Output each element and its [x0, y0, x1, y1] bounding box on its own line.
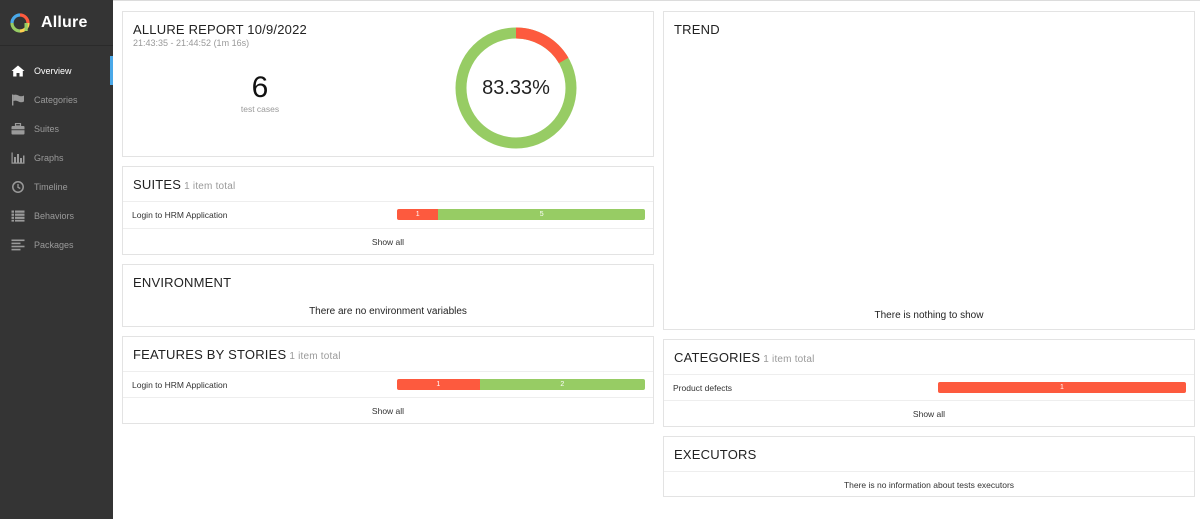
briefcase-icon [10, 122, 26, 136]
list-icon [10, 209, 26, 223]
executors-title: EXECUTORS [674, 447, 757, 462]
sidebar-item-label: Categories [34, 94, 78, 105]
sidebar: Allure Overview Categories Suites Graphs [0, 0, 113, 519]
failed-count: 1 [436, 381, 441, 388]
table-row[interactable]: Product defects 1 [664, 374, 1194, 400]
suites-widget: SUITES 1 item total Login to HRM Applicat… [122, 166, 654, 255]
category-name: Product defects [673, 382, 733, 393]
sidebar-item-label: Timeline [34, 181, 68, 192]
pass-percent: 83.33% [482, 76, 550, 99]
sidebar-item-overview[interactable]: Overview [0, 56, 113, 85]
app-name: Allure [41, 13, 88, 31]
executors-message: There is no information about tests exec… [843, 479, 1015, 490]
feature-name: Login to HRM Application [132, 379, 228, 390]
align-left-icon [10, 238, 26, 252]
suites-count: 1 item total [184, 181, 236, 192]
donut-failed-arc [515, 27, 569, 64]
features-title-wrap: FEATURES BY STORIES 1 item total [133, 347, 341, 362]
suite-status-bar: 1 5 [397, 209, 645, 220]
environment-message: There are no environment variables [309, 306, 467, 317]
executors-widget: EXECUTORS There is no information about … [663, 436, 1195, 497]
trend-widget: TREND There is nothing to show [663, 11, 1195, 330]
passed-count: 2 [560, 381, 565, 388]
sidebar-item-suites[interactable]: Suites [0, 114, 113, 143]
suite-name: Login to HRM Application [132, 209, 228, 220]
flag-icon [10, 93, 26, 107]
sidebar-item-label: Suites [34, 123, 60, 134]
categories-show-all-link[interactable]: Show all [664, 400, 1194, 426]
features-show-all-link[interactable]: Show all [123, 397, 653, 423]
environment-widget: ENVIRONMENT There are no environment var… [122, 264, 654, 327]
bar-chart-icon [10, 151, 26, 165]
failed-segment: 1 [397, 379, 480, 390]
suites-title-wrap: SUITES 1 item total [133, 177, 235, 192]
summary-widget: ALLURE REPORT 10/9/2022 21:43:35 - 21:44… [122, 11, 654, 157]
category-count-segment: 1 [938, 382, 1186, 393]
home-icon [10, 64, 26, 78]
executors-message-row: There is no information about tests exec… [664, 471, 1194, 497]
sidebar-item-label: Behaviors [34, 210, 75, 221]
sidebar-item-behaviors[interactable]: Behaviors [0, 201, 113, 230]
features-count: 1 item total [289, 351, 341, 362]
categories-title-wrap: CATEGORIES 1 item total [674, 350, 815, 365]
features-widget: FEATURES BY STORIES 1 item total Login to… [122, 336, 654, 424]
clock-icon [10, 180, 26, 194]
sidebar-item-packages[interactable]: Packages [0, 230, 113, 259]
sidebar-item-timeline[interactable]: Timeline [0, 172, 113, 201]
test-count-label: test cases [240, 104, 280, 114]
passed-segment: 2 [479, 379, 645, 390]
sidebar-item-graphs[interactable]: Graphs [0, 143, 113, 172]
passed-count: 5 [539, 211, 544, 218]
main-content: ALLURE REPORT 10/9/2022 21:43:35 - 21:44… [113, 0, 1200, 519]
logo[interactable]: Allure [0, 0, 113, 46]
features-title: FEATURES BY STORIES [133, 347, 287, 362]
failed-count: 1 [415, 211, 420, 218]
allure-logo-icon [10, 12, 30, 33]
trend-message: There is nothing to show [874, 310, 984, 321]
category-status-bar: 1 [938, 382, 1186, 393]
suites-title: SUITES [133, 177, 182, 192]
category-count: 1 [1060, 384, 1064, 391]
sidebar-nav: Overview Categories Suites Graphs Timeli… [0, 56, 113, 259]
top-divider [113, 0, 1200, 1]
sidebar-item-label: Packages [34, 239, 74, 250]
sidebar-item-label: Overview [34, 65, 72, 76]
table-row[interactable]: Login to HRM Application 1 5 [123, 201, 653, 227]
environment-title: ENVIRONMENT [133, 275, 232, 290]
report-time-range: 21:43:35 - 21:44:52 (1m 16s) [133, 38, 250, 48]
sidebar-item-label: Graphs [34, 152, 64, 163]
test-count: 6 [251, 71, 269, 104]
feature-status-bar: 1 2 [397, 379, 645, 390]
categories-title: CATEGORIES [674, 350, 761, 365]
categories-count: 1 item total [763, 354, 815, 365]
trend-title: TREND [674, 22, 720, 37]
suites-show-all-link[interactable]: Show all [123, 228, 653, 254]
failed-segment: 1 [397, 209, 439, 220]
categories-widget: CATEGORIES 1 item total Product defects 1… [663, 339, 1195, 427]
table-row[interactable]: Login to HRM Application 1 2 [123, 371, 653, 397]
summary-donut[interactable]: 83.33% [455, 27, 577, 149]
report-title: ALLURE REPORT 10/9/2022 [133, 22, 307, 37]
sidebar-item-categories[interactable]: Categories [0, 85, 113, 114]
passed-segment: 5 [438, 209, 645, 220]
